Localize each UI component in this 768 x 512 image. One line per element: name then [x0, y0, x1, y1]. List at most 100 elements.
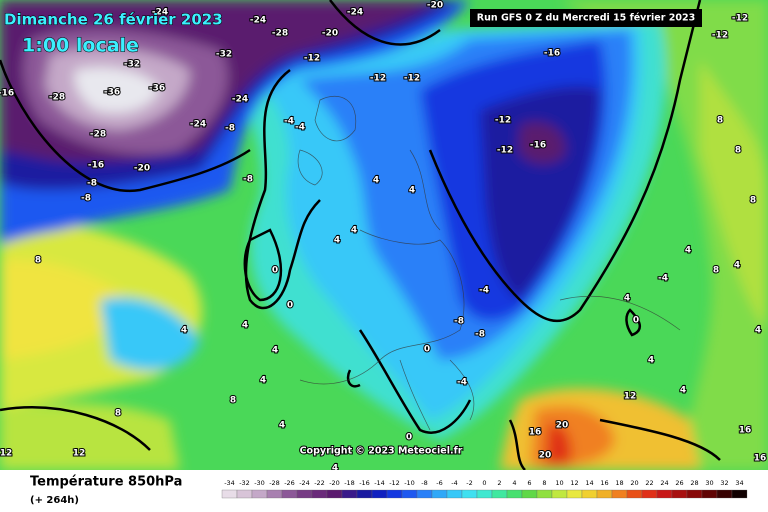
contour-label: 16 [754, 454, 767, 464]
contour-label: 8 [115, 409, 121, 419]
contour-label: 8 [750, 196, 756, 206]
contour-label: -16 [544, 49, 560, 59]
scale-tick-label: 18 [615, 479, 623, 487]
contour-label: -20 [427, 1, 443, 11]
contour-label: 4 [409, 186, 415, 196]
scale-swatch [536, 489, 553, 499]
contour-label: -4 [284, 117, 294, 127]
contour-label: -20 [322, 29, 338, 39]
contour-label: 0 [272, 266, 278, 276]
scale-swatch [311, 489, 328, 499]
contour-label: 12 [73, 449, 86, 459]
contour-label: 8 [735, 146, 741, 156]
contour-label: -4 [457, 378, 467, 388]
contour-label: 8 [230, 396, 236, 406]
scale-swatch [266, 489, 283, 499]
contour-label: 4 [260, 376, 266, 386]
scale-tick-label: 4 [512, 479, 516, 487]
scale-tick-label: 24 [660, 479, 668, 487]
contour-label: 4 [734, 261, 740, 271]
scale-tick-label: -2 [466, 479, 472, 487]
contour-label: -8 [87, 179, 97, 189]
scale-swatch [371, 489, 388, 499]
contour-label: 4 [755, 326, 761, 336]
contour-label: -12 [712, 31, 728, 41]
run-banner [470, 9, 702, 27]
scale-swatch [401, 489, 418, 499]
scale-tick-label: -4 [451, 479, 457, 487]
scale-swatch [566, 489, 583, 499]
contour-label: 4 [680, 386, 686, 396]
scale-tick-label: 8 [542, 479, 546, 487]
map-field [0, 0, 768, 471]
contour-label: 4 [279, 421, 285, 431]
contour-label: -24 [152, 8, 168, 18]
scale-tick-label: -28 [269, 479, 280, 487]
scale-tick-label: 30 [705, 479, 713, 487]
contour-label: -36 [104, 88, 120, 98]
contour-label: 4 [351, 226, 357, 236]
scale-swatch [506, 489, 523, 499]
scale-tick-label: 22 [645, 479, 653, 487]
contour-label: -8 [81, 194, 91, 204]
contour-label: 4 [648, 356, 654, 366]
contour-label: -24 [347, 8, 363, 18]
contour-label: 20 [539, 451, 552, 461]
contour-label: 4 [624, 294, 630, 304]
scale-tick-label: -18 [344, 479, 355, 487]
scale-tick-label: 32 [720, 479, 728, 487]
contour-label: -24 [190, 120, 206, 130]
scale-swatch [626, 489, 643, 499]
scale-swatch [521, 489, 538, 499]
scale-tick-label: 26 [675, 479, 683, 487]
contour-lines [0, 0, 721, 471]
scale-tick-label: -12 [389, 479, 400, 487]
copyright: Copyright © 2023 Meteociel.fr [300, 446, 463, 457]
scale-swatch [701, 489, 718, 499]
scale-tick-label: 12 [570, 479, 578, 487]
contour-label: -12 [404, 74, 420, 84]
scale-tick-label: 28 [690, 479, 698, 487]
scale-swatch [326, 489, 343, 499]
scale-swatch [731, 489, 748, 499]
contour-label: 0 [424, 345, 430, 355]
scale-tick-label: 20 [630, 479, 638, 487]
contour-label: -24 [250, 16, 266, 26]
scale-swatch [461, 489, 478, 499]
run-info: Run GFS 0 Z du Mercredi 15 février 2023 [477, 13, 695, 24]
contour-label: -36 [149, 84, 165, 94]
scale-swatch [356, 489, 373, 499]
scale-swatch [581, 489, 598, 499]
contour-label: -8 [225, 124, 235, 134]
scale-swatch [641, 489, 658, 499]
forecast-time: 1:00 locale [22, 35, 139, 57]
scale-swatch [386, 489, 403, 499]
scale-tick-label: 0 [482, 479, 486, 487]
scale-tick-label: -24 [299, 479, 310, 487]
scale-swatch [446, 489, 463, 499]
scale-tick-label: -32 [239, 479, 250, 487]
scale-tick-label: 14 [585, 479, 593, 487]
contour-label-layer: -24 -24 -28 -20 -24 -20 -32 -32 -36 -36 -28 -28 -24 -… [0, 0, 767, 475]
contour-label: -12 [495, 116, 511, 126]
scale-swatch [716, 489, 733, 499]
contour-label: -8 [454, 317, 464, 327]
scale-swatch [596, 489, 613, 499]
scale-swatch [281, 489, 298, 499]
contour-label: 4 [334, 236, 340, 246]
contour-label: -12 [370, 74, 386, 84]
scale-swatch [221, 489, 238, 499]
contour-label: 4 [272, 346, 278, 356]
scale-swatch [341, 489, 358, 499]
scale-swatch [236, 489, 253, 499]
contour-label: 8 [713, 266, 719, 276]
scale-swatch [686, 489, 703, 499]
contour-label: -4 [295, 123, 305, 133]
contour-label: 0 [406, 433, 412, 443]
contour-label: 12 [624, 392, 637, 402]
contour-label: -4 [479, 286, 489, 296]
forecast-date: Dimanche 26 février 2023 [4, 11, 223, 29]
contour-label: -28 [90, 130, 106, 140]
contour-label: -16 [0, 89, 14, 99]
